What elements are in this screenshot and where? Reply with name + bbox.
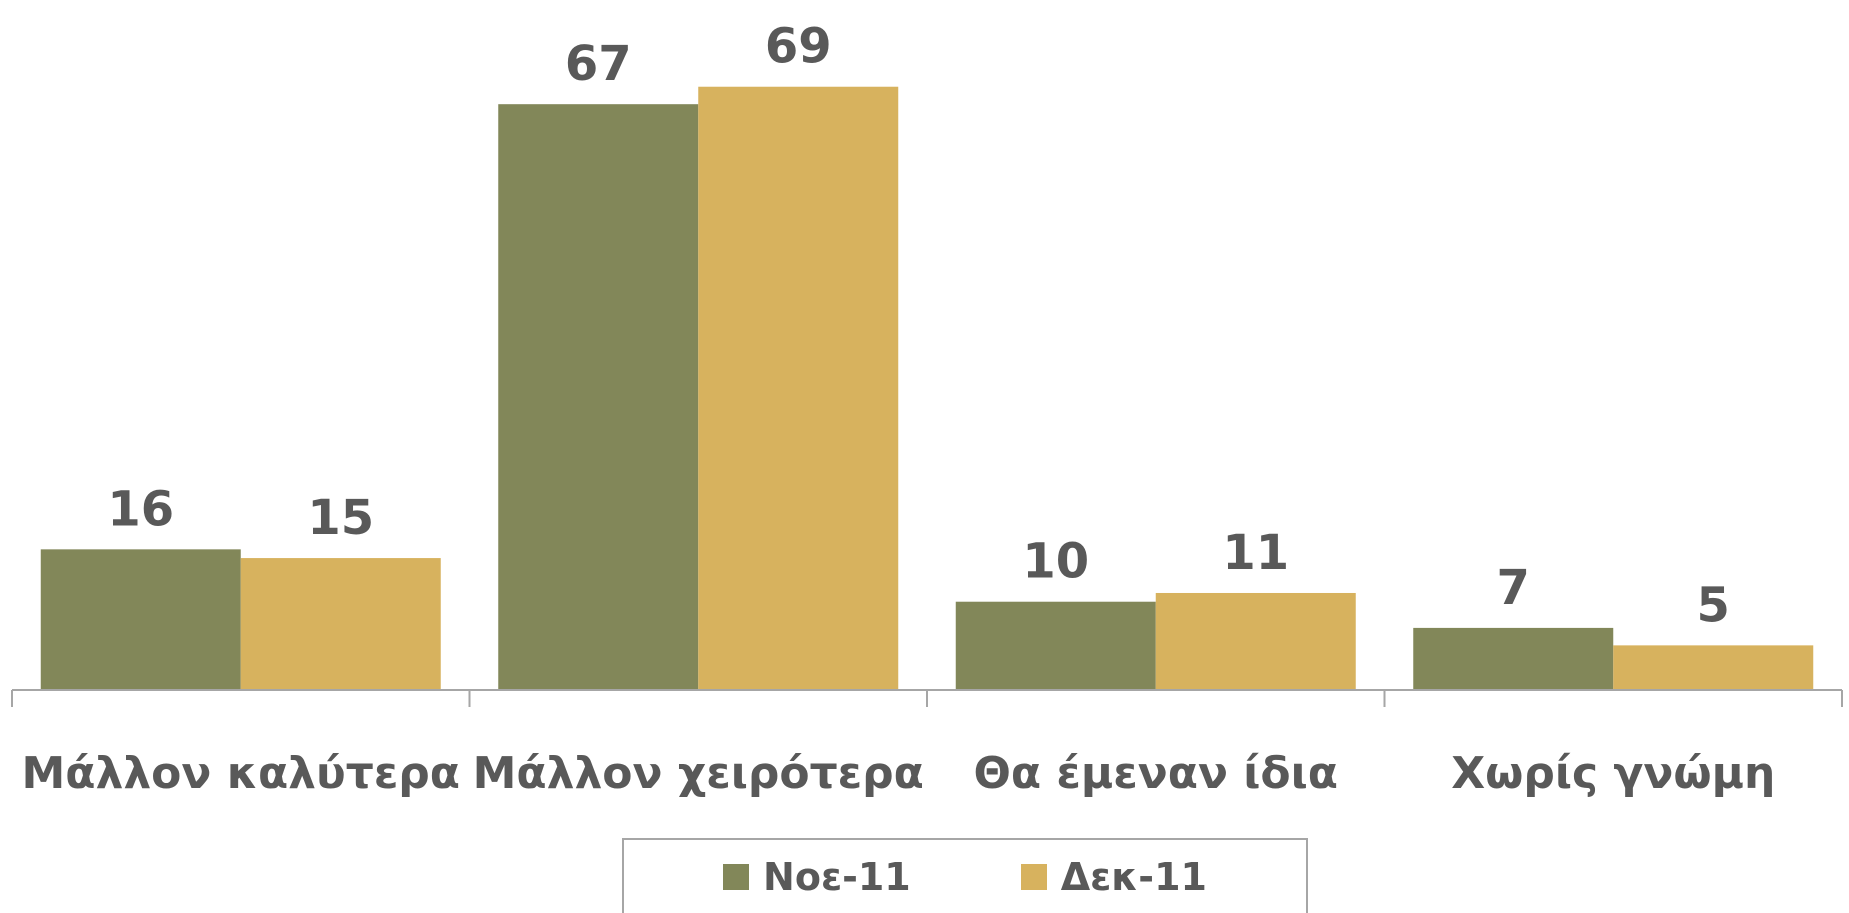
value-label-1-series-2: 15 [307,490,374,546]
category-labels-group: Μάλλον καλύτερα Μάλλον χειρότερα Θα έμεναν… [21,748,1775,799]
bar-3-series-2 [1155,592,1356,689]
category-label-2: Μάλλον χειρότερα [473,748,924,799]
legend: Νοε-11 Δεκ-11 [622,838,1308,913]
bar-1-series-2 [240,558,441,689]
value-label-4-series-1: 7 [1497,560,1530,616]
x-axis [11,689,1843,707]
value-label-2-series-1: 67 [565,36,632,92]
legend-item-series-2: Δεκ-11 [1020,854,1207,899]
legend-swatch-series-2 [1020,863,1047,890]
bars-group [40,86,1814,689]
category-label-4: Χωρίς γνώμη [1451,748,1775,799]
value-label-1-series-1: 16 [107,481,174,537]
legend-label-series-1: Νοε-11 [763,854,911,899]
legend-item-series-1: Νοε-11 [723,855,911,899]
bar-4-series-1 [1413,627,1614,689]
value-labels-group: 16 15 67 69 10 11 7 5 [107,19,1730,634]
bar-3-series-1 [955,601,1156,689]
category-label-3: Θα έμεναν ίδια [973,748,1338,799]
value-label-3-series-1: 10 [1022,534,1089,590]
value-label-2-series-2: 69 [765,19,832,75]
legend-swatch-series-1 [723,863,750,890]
category-label-1: Μάλλον καλύτερα [21,748,460,799]
legend-label-series-2: Δεκ-11 [1060,854,1207,899]
bar-4-series-2 [1613,645,1814,689]
bar-2-series-2 [698,86,899,689]
bar-1-series-1 [40,549,241,689]
value-label-3-series-2: 11 [1222,525,1289,581]
bar-2-series-1 [498,104,699,689]
value-label-4-series-2: 5 [1697,577,1730,633]
